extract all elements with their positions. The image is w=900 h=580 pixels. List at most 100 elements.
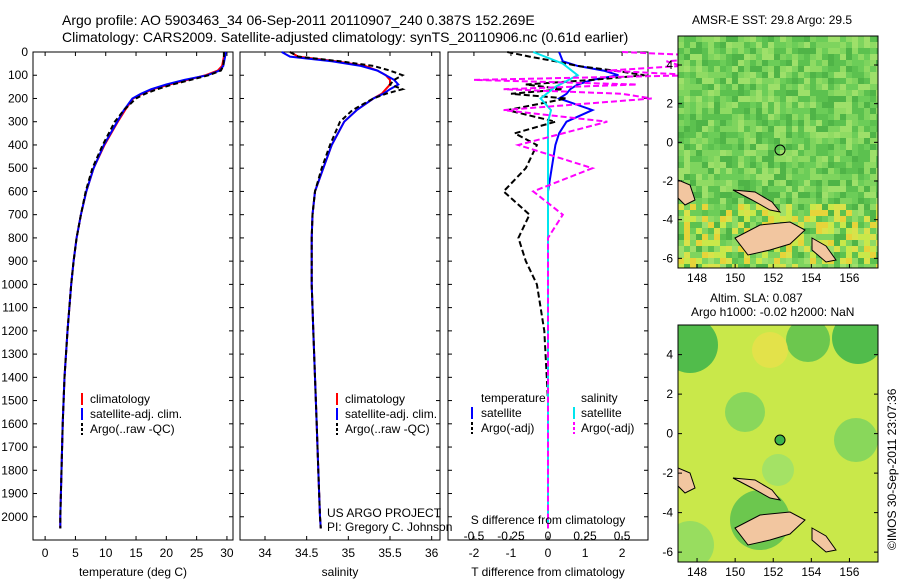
map-y-tick-label: 4 bbox=[666, 58, 673, 72]
sst-cell bbox=[768, 90, 774, 96]
sst-cell bbox=[678, 90, 684, 96]
sst-cell bbox=[774, 252, 780, 258]
sst-cell bbox=[798, 156, 804, 162]
sst-cell bbox=[696, 42, 702, 48]
sst-cell bbox=[720, 114, 726, 120]
sst-cell bbox=[756, 180, 762, 186]
sst-cell bbox=[792, 258, 798, 264]
sst-x-ticks: 148 150 152 154 156 bbox=[687, 264, 860, 285]
sst-cell bbox=[768, 168, 774, 174]
sst-cell bbox=[750, 168, 756, 174]
sst-cell bbox=[828, 84, 834, 90]
sst-cell bbox=[684, 108, 690, 114]
sst-cell bbox=[876, 264, 878, 268]
sst-cell bbox=[714, 234, 720, 240]
sst-cell bbox=[726, 72, 732, 78]
sst-cell bbox=[750, 144, 756, 150]
sst-cell bbox=[834, 186, 840, 192]
sst-cell bbox=[744, 138, 750, 144]
sst-cell bbox=[864, 210, 870, 216]
sst-land-newbritain bbox=[732, 189, 782, 213]
sst-cell bbox=[780, 168, 786, 174]
depth-tick-label: 1100 bbox=[2, 301, 28, 315]
sst-cell bbox=[804, 126, 810, 132]
sst-cell bbox=[858, 162, 864, 168]
sst-cell bbox=[732, 60, 738, 66]
sst-cell bbox=[714, 72, 720, 78]
sst-cell bbox=[804, 108, 810, 114]
sst-cell bbox=[858, 102, 864, 108]
sst-cell bbox=[714, 174, 720, 180]
sst-cell bbox=[840, 216, 846, 222]
sst-cell bbox=[774, 258, 780, 264]
sst-cell bbox=[834, 132, 840, 138]
sst-cell bbox=[756, 210, 762, 216]
sst-cell bbox=[702, 84, 708, 90]
sst-cell bbox=[696, 60, 702, 66]
sst-cell bbox=[876, 96, 878, 102]
sst-cell bbox=[870, 192, 876, 198]
sla-blob bbox=[762, 454, 794, 486]
sst-cell bbox=[696, 210, 702, 216]
sst-cell bbox=[822, 156, 828, 162]
sst-cell bbox=[816, 228, 822, 234]
sst-y-ticks: 4 2 0 -2 -4 -6 bbox=[662, 58, 878, 265]
sst-cell bbox=[846, 102, 852, 108]
series-line bbox=[59, 52, 225, 529]
sst-cell bbox=[822, 42, 828, 48]
sst-cell bbox=[774, 60, 780, 66]
sst-cell bbox=[852, 36, 858, 42]
sst-cell bbox=[702, 48, 708, 54]
sst-cell bbox=[828, 186, 834, 192]
sst-cell bbox=[762, 138, 768, 144]
sst-cell bbox=[858, 120, 864, 126]
sst-cell bbox=[792, 150, 798, 156]
sst-cell bbox=[720, 156, 726, 162]
sst-cell bbox=[732, 78, 738, 84]
sst-cell bbox=[774, 42, 780, 48]
sst-cell bbox=[726, 264, 732, 268]
sst-cell bbox=[870, 72, 876, 78]
sst-cell bbox=[702, 156, 708, 162]
sst-cell bbox=[720, 42, 726, 48]
sst-cell bbox=[786, 66, 792, 72]
sst-cell bbox=[792, 132, 798, 138]
sst-cell bbox=[792, 246, 798, 252]
legend-title-salinity: salinity bbox=[581, 391, 618, 405]
sst-cell bbox=[840, 198, 846, 204]
sst-cell bbox=[804, 204, 810, 210]
sst-cell bbox=[750, 90, 756, 96]
sst-cell bbox=[726, 246, 732, 252]
sst-cell bbox=[792, 60, 798, 66]
sst-cell bbox=[744, 126, 750, 132]
sst-cell bbox=[810, 150, 816, 156]
sst-cell bbox=[678, 264, 684, 268]
sst-cell bbox=[756, 114, 762, 120]
sst-cell bbox=[792, 264, 798, 268]
x-tick-label: 34 bbox=[258, 546, 272, 560]
sst-cell bbox=[696, 240, 702, 246]
sst-cell bbox=[774, 210, 780, 216]
sst-cell bbox=[858, 156, 864, 162]
sst-cell bbox=[876, 144, 878, 150]
depth-tick-label: 700 bbox=[8, 208, 28, 222]
sst-cell bbox=[834, 78, 840, 84]
sst-cell bbox=[678, 84, 684, 90]
sst-cell bbox=[684, 204, 690, 210]
sst-cell bbox=[726, 222, 732, 228]
sst-cell bbox=[786, 72, 792, 78]
sst-cell bbox=[726, 234, 732, 240]
sst-cell bbox=[816, 90, 822, 96]
sst-cell bbox=[852, 222, 858, 228]
sst-cell bbox=[684, 144, 690, 150]
sst-cell bbox=[792, 174, 798, 180]
sst-cell bbox=[804, 138, 810, 144]
sst-cell bbox=[810, 60, 816, 66]
sst-cell bbox=[702, 192, 708, 198]
sst-cell bbox=[846, 228, 852, 234]
sst-cell bbox=[786, 204, 792, 210]
x-tick-label: -2 bbox=[469, 546, 480, 560]
sst-cell bbox=[780, 96, 786, 102]
sst-cell bbox=[762, 54, 768, 60]
x-tick-label-salinity: 0 bbox=[545, 529, 552, 543]
